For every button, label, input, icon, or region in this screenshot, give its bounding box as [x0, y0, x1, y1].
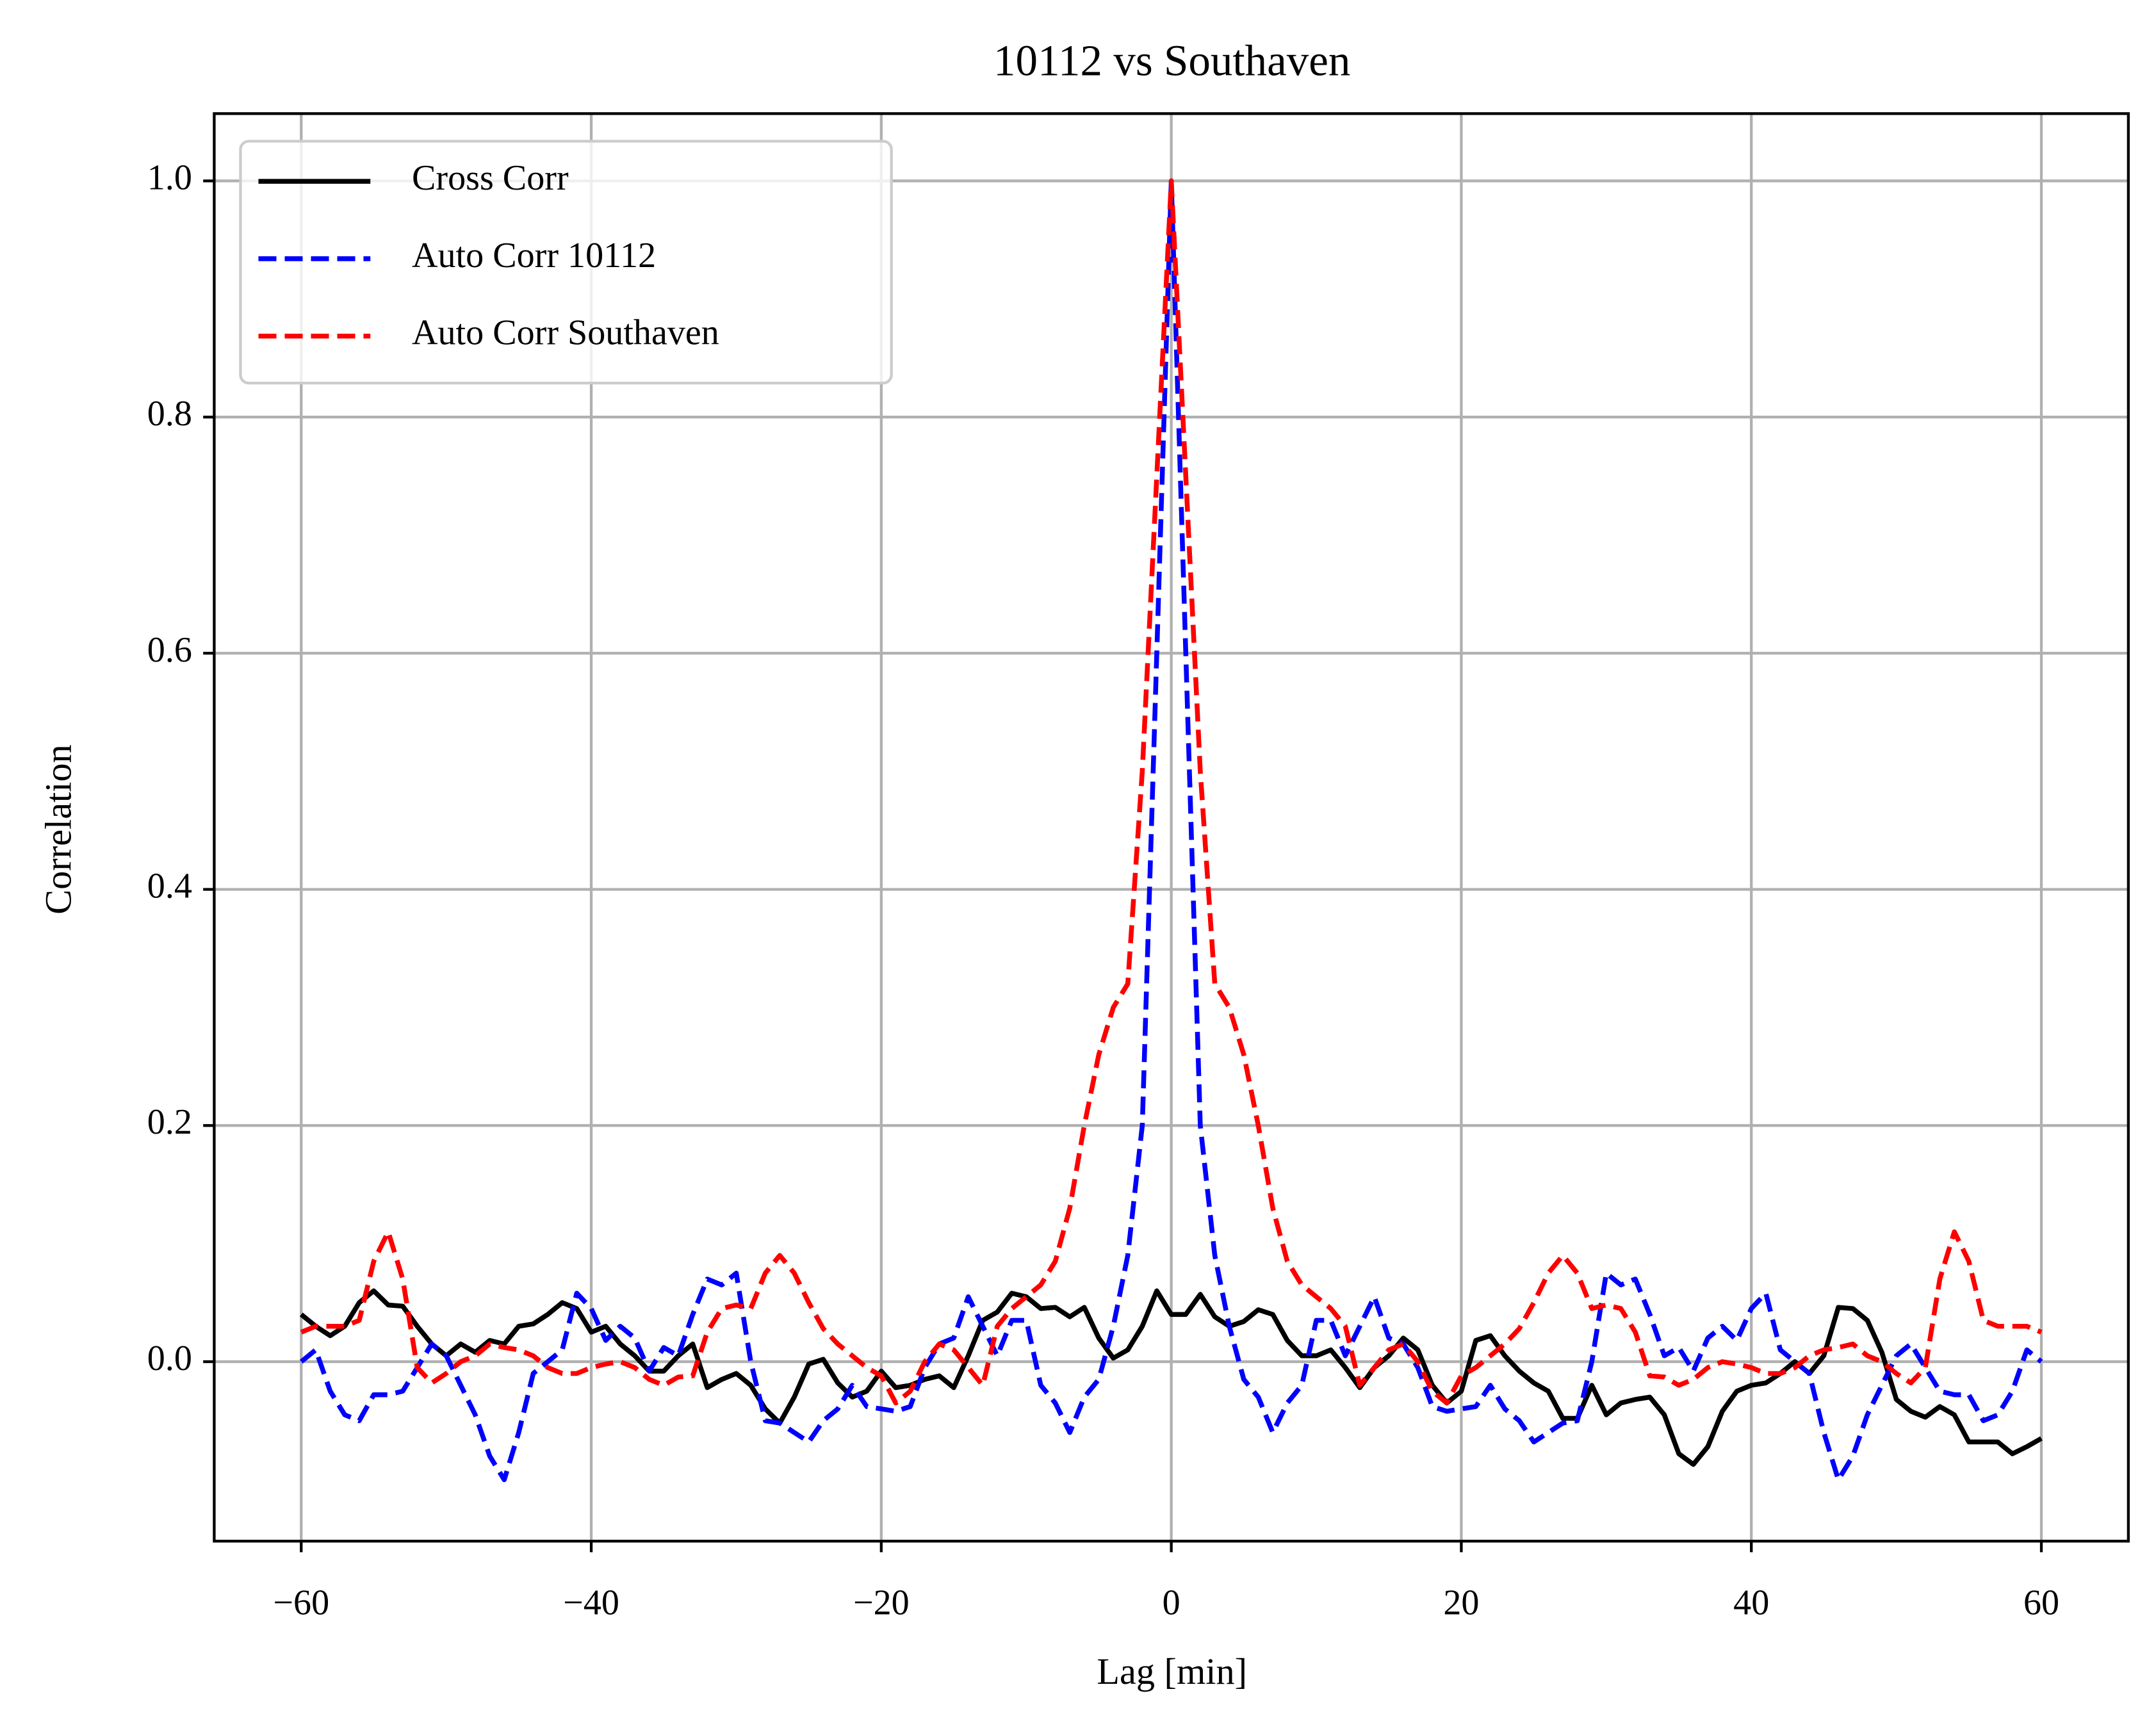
y-tick-label: 0.0 [147, 1339, 192, 1378]
y-axis-label: Correlation [37, 744, 79, 914]
x-tick-label: 60 [2023, 1583, 2059, 1623]
ticks: −60 −40 −20 0 20 40 60 0.0 0.2 0.4 0.6 0.8 1.0 [147, 158, 2059, 1622]
x-tick-label: 20 [1443, 1583, 1479, 1623]
y-tick-label: 1.0 [147, 158, 192, 197]
legend: Cross Corr Auto Corr 10112 Auto Corr South… [239, 140, 893, 385]
chart-title: 10112 vs Southaven [993, 36, 1350, 85]
x-tick-label: 0 [1163, 1583, 1180, 1623]
x-tick-label: 40 [1733, 1583, 1769, 1623]
x-tick-label: −40 [563, 1583, 619, 1623]
legend-label: Auto Corr Southaven [412, 313, 719, 353]
y-tick-label: 0.4 [147, 866, 192, 906]
series-line [300, 178, 2043, 1406]
y-tick-label: 0.8 [147, 394, 192, 434]
legend-label: Auto Corr 10112 [412, 236, 656, 275]
y-tick-label: 0.6 [147, 630, 192, 670]
legend-box [239, 140, 893, 385]
x-tick-label: −60 [273, 1583, 329, 1623]
x-tick-label: −20 [853, 1583, 910, 1623]
plot-lines [299, 178, 2043, 1483]
series-line [299, 1288, 2043, 1467]
y-tick-label: 0.2 [147, 1102, 192, 1142]
x-axis-label: Lag [min] [1097, 1651, 1247, 1692]
legend-label: Cross Corr [412, 158, 569, 198]
